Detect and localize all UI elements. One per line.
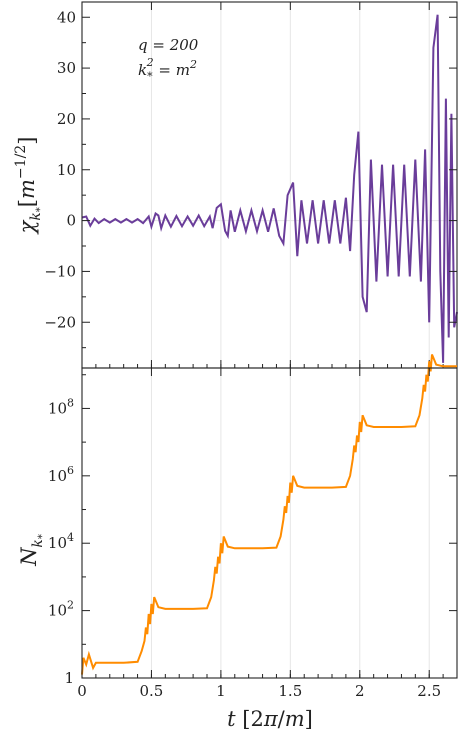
x-tick-label: 0 — [77, 682, 87, 700]
chi-panel: −20 −10 0 10 20 30 40 q = 200 k*2 = m2 χk*[m−1… — [13, 1, 458, 369]
x-tick-label: 0.5 — [140, 682, 164, 700]
x-tick-label: 2 — [355, 682, 365, 700]
annotation-q: q = 200 — [138, 36, 199, 54]
x-tick-label: 2.5 — [417, 682, 441, 700]
chi-y-tick-label: 20 — [57, 110, 76, 128]
chi-y-tick-label: −10 — [44, 262, 76, 280]
n-series-line — [81, 354, 457, 675]
t-axis-label: t [2π/m] — [227, 707, 313, 731]
n-y-tick-label: 1 — [64, 669, 74, 687]
n-y-tick-label: 108 — [48, 396, 74, 417]
chi-y-tick-label: 0 — [66, 212, 76, 230]
n-y-tick-label: 104 — [48, 531, 74, 552]
chi-panel-frame — [81, 1, 458, 369]
n-axis-label: Nk* — [17, 534, 48, 567]
chi-panel-gridlines — [81, 2, 430, 368]
n-panel: 0 0.5 1 1.5 2 2.5 1 102 104 106 108 Nk* t [2π/m] — [17, 354, 458, 731]
chi-panel-ticks: −20 −10 0 10 20 30 40 — [44, 2, 457, 368]
chi-y-tick-label: 10 — [57, 161, 76, 179]
x-tick-label: 1 — [216, 682, 226, 700]
x-tick-label: 1.5 — [278, 682, 302, 700]
chi-y-tick-label: 40 — [57, 8, 76, 26]
n-panel-gridlines — [81, 368, 430, 678]
n-y-tick-label: 106 — [48, 464, 74, 485]
n-panel-ticks: 0 0.5 1 1.5 2 2.5 1 102 104 106 108 — [48, 368, 457, 700]
chi-axis-label: χk*[m−1/2] — [13, 137, 46, 236]
chi-y-tick-label: −20 — [44, 313, 76, 331]
annotation-k-star: k*2 = m2 — [138, 56, 197, 83]
n-y-tick-label: 102 — [48, 599, 74, 620]
chi-y-tick-label: 30 — [57, 59, 76, 77]
n-panel-frame — [81, 367, 458, 679]
chi-series-line — [81, 14, 458, 363]
